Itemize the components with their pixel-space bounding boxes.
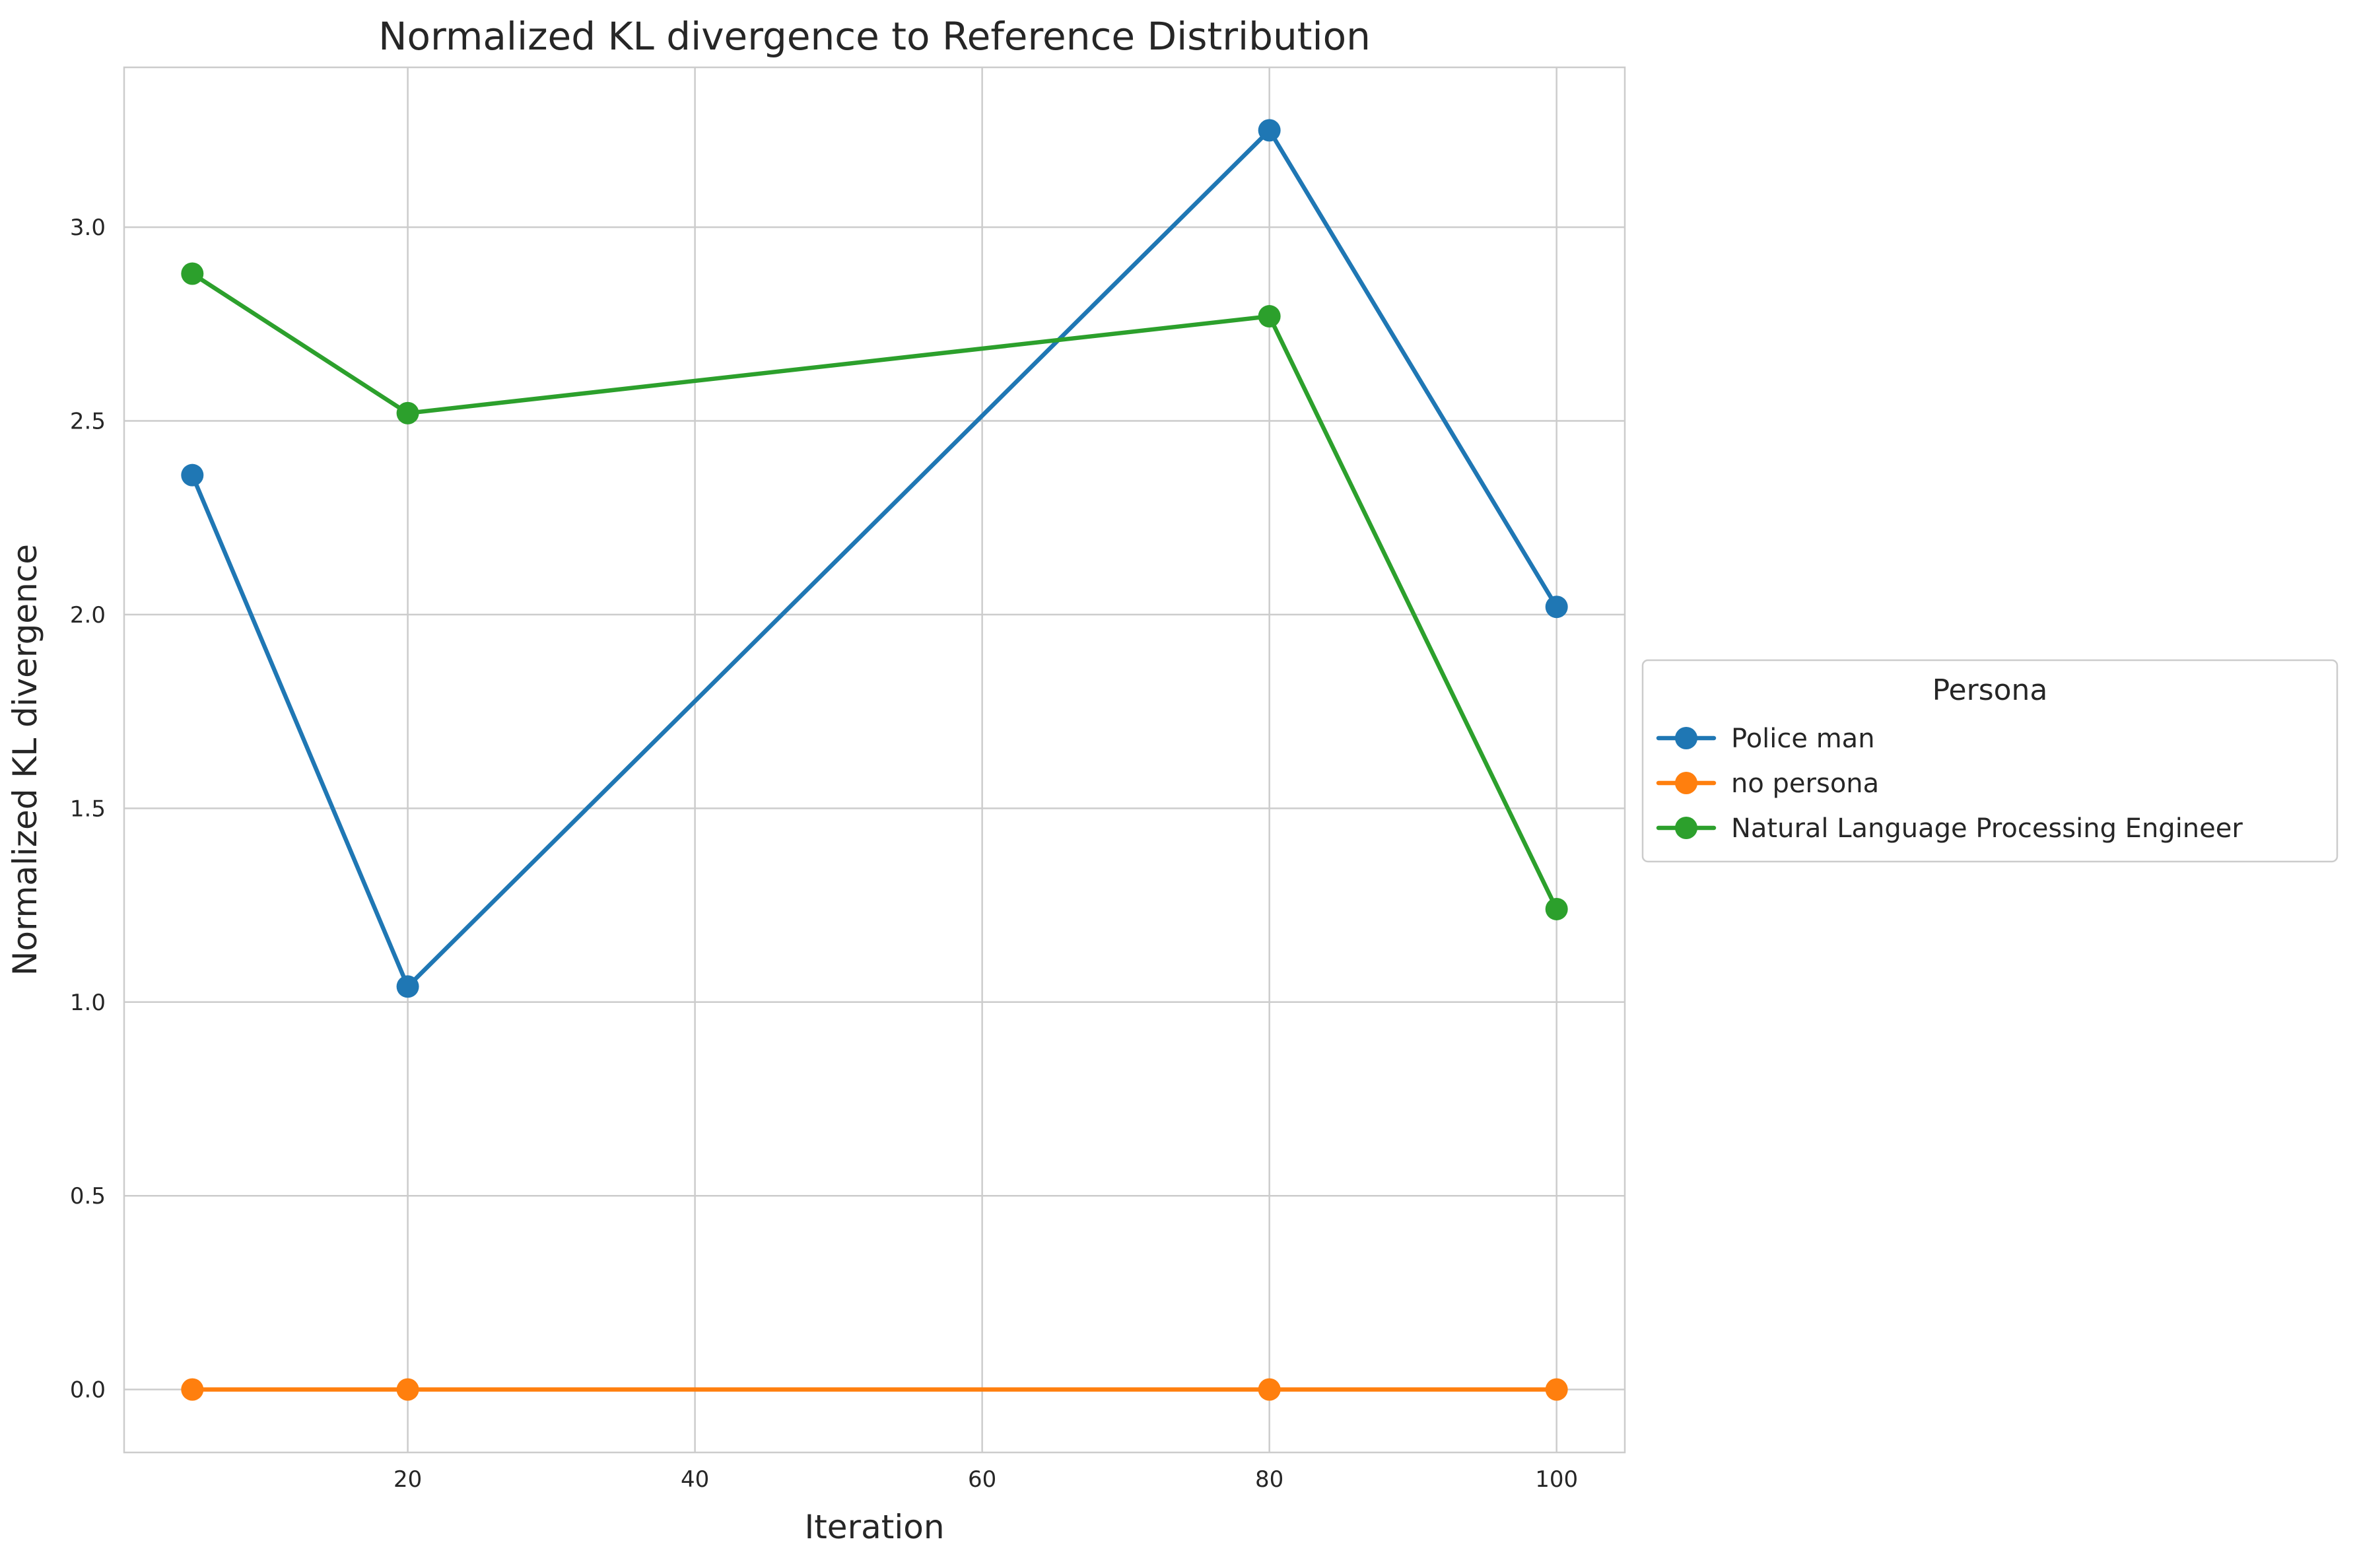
legend-label: Police man	[1731, 724, 1875, 754]
series-layer	[181, 119, 1568, 1401]
x-tick-label: 100	[1535, 1466, 1578, 1493]
data-point	[181, 1378, 204, 1401]
y-tick-label: 3.0	[70, 215, 106, 241]
legend-marker	[1675, 817, 1697, 839]
legend-title: Persona	[1932, 673, 2048, 707]
x-tick-label: 60	[968, 1466, 996, 1493]
legend-label: Natural Language Processing Engineer	[1731, 813, 2243, 844]
legend-marker	[1675, 772, 1697, 794]
data-point	[1545, 1378, 1568, 1401]
series-line	[190, 271, 1559, 912]
data-point	[1258, 305, 1281, 328]
data-point	[181, 463, 204, 487]
series-2	[181, 262, 1568, 920]
y-tick-label: 0.0	[70, 1377, 106, 1404]
y-tick-label: 1.0	[70, 990, 106, 1016]
series-1	[181, 1378, 1568, 1401]
x-tick-label: 40	[681, 1466, 709, 1493]
data-point	[396, 1378, 419, 1401]
legend-item: Police man	[1656, 724, 1875, 754]
legend-item: Natural Language Processing Engineer	[1656, 813, 2243, 844]
data-point	[1258, 1378, 1281, 1401]
y-tick-label: 2.0	[70, 602, 106, 629]
y-tick-label: 1.5	[70, 796, 106, 822]
legend-marker	[1675, 727, 1697, 749]
data-point	[396, 401, 419, 425]
data-point	[1545, 596, 1568, 619]
legend-items: Police man no persona Natural Language Pro…	[1656, 724, 2243, 844]
legend-label: no persona	[1731, 768, 1879, 799]
series-0	[181, 119, 1568, 998]
x-axis-title: Iteration	[804, 1508, 944, 1546]
x-tick-label: 80	[1255, 1466, 1283, 1493]
grid-layer	[124, 67, 1625, 1452]
data-point	[1545, 897, 1568, 920]
y-tick-label: 2.5	[70, 409, 106, 435]
series-line	[190, 128, 1559, 989]
data-point	[396, 975, 419, 998]
legend-box	[1641, 659, 2339, 863]
x-tick-label: 20	[393, 1466, 422, 1493]
y-tick-label: 0.5	[70, 1183, 106, 1210]
tick-label-layer: 20 40 60 80 100 0.0 0.5 1.0 1.5 2.0 2.5 3.0	[70, 215, 1578, 1493]
plot-area-frame	[123, 66, 1626, 1454]
legend: Persona Police man no persona Natural Lang…	[1641, 659, 2339, 863]
legend-item: no persona	[1656, 768, 1879, 799]
y-axis-title: Normalized KL divergence	[6, 544, 44, 976]
chart-title: Normalized KL divergence to Reference Di…	[378, 14, 1371, 59]
data-point	[181, 262, 204, 285]
data-point	[1258, 119, 1281, 142]
